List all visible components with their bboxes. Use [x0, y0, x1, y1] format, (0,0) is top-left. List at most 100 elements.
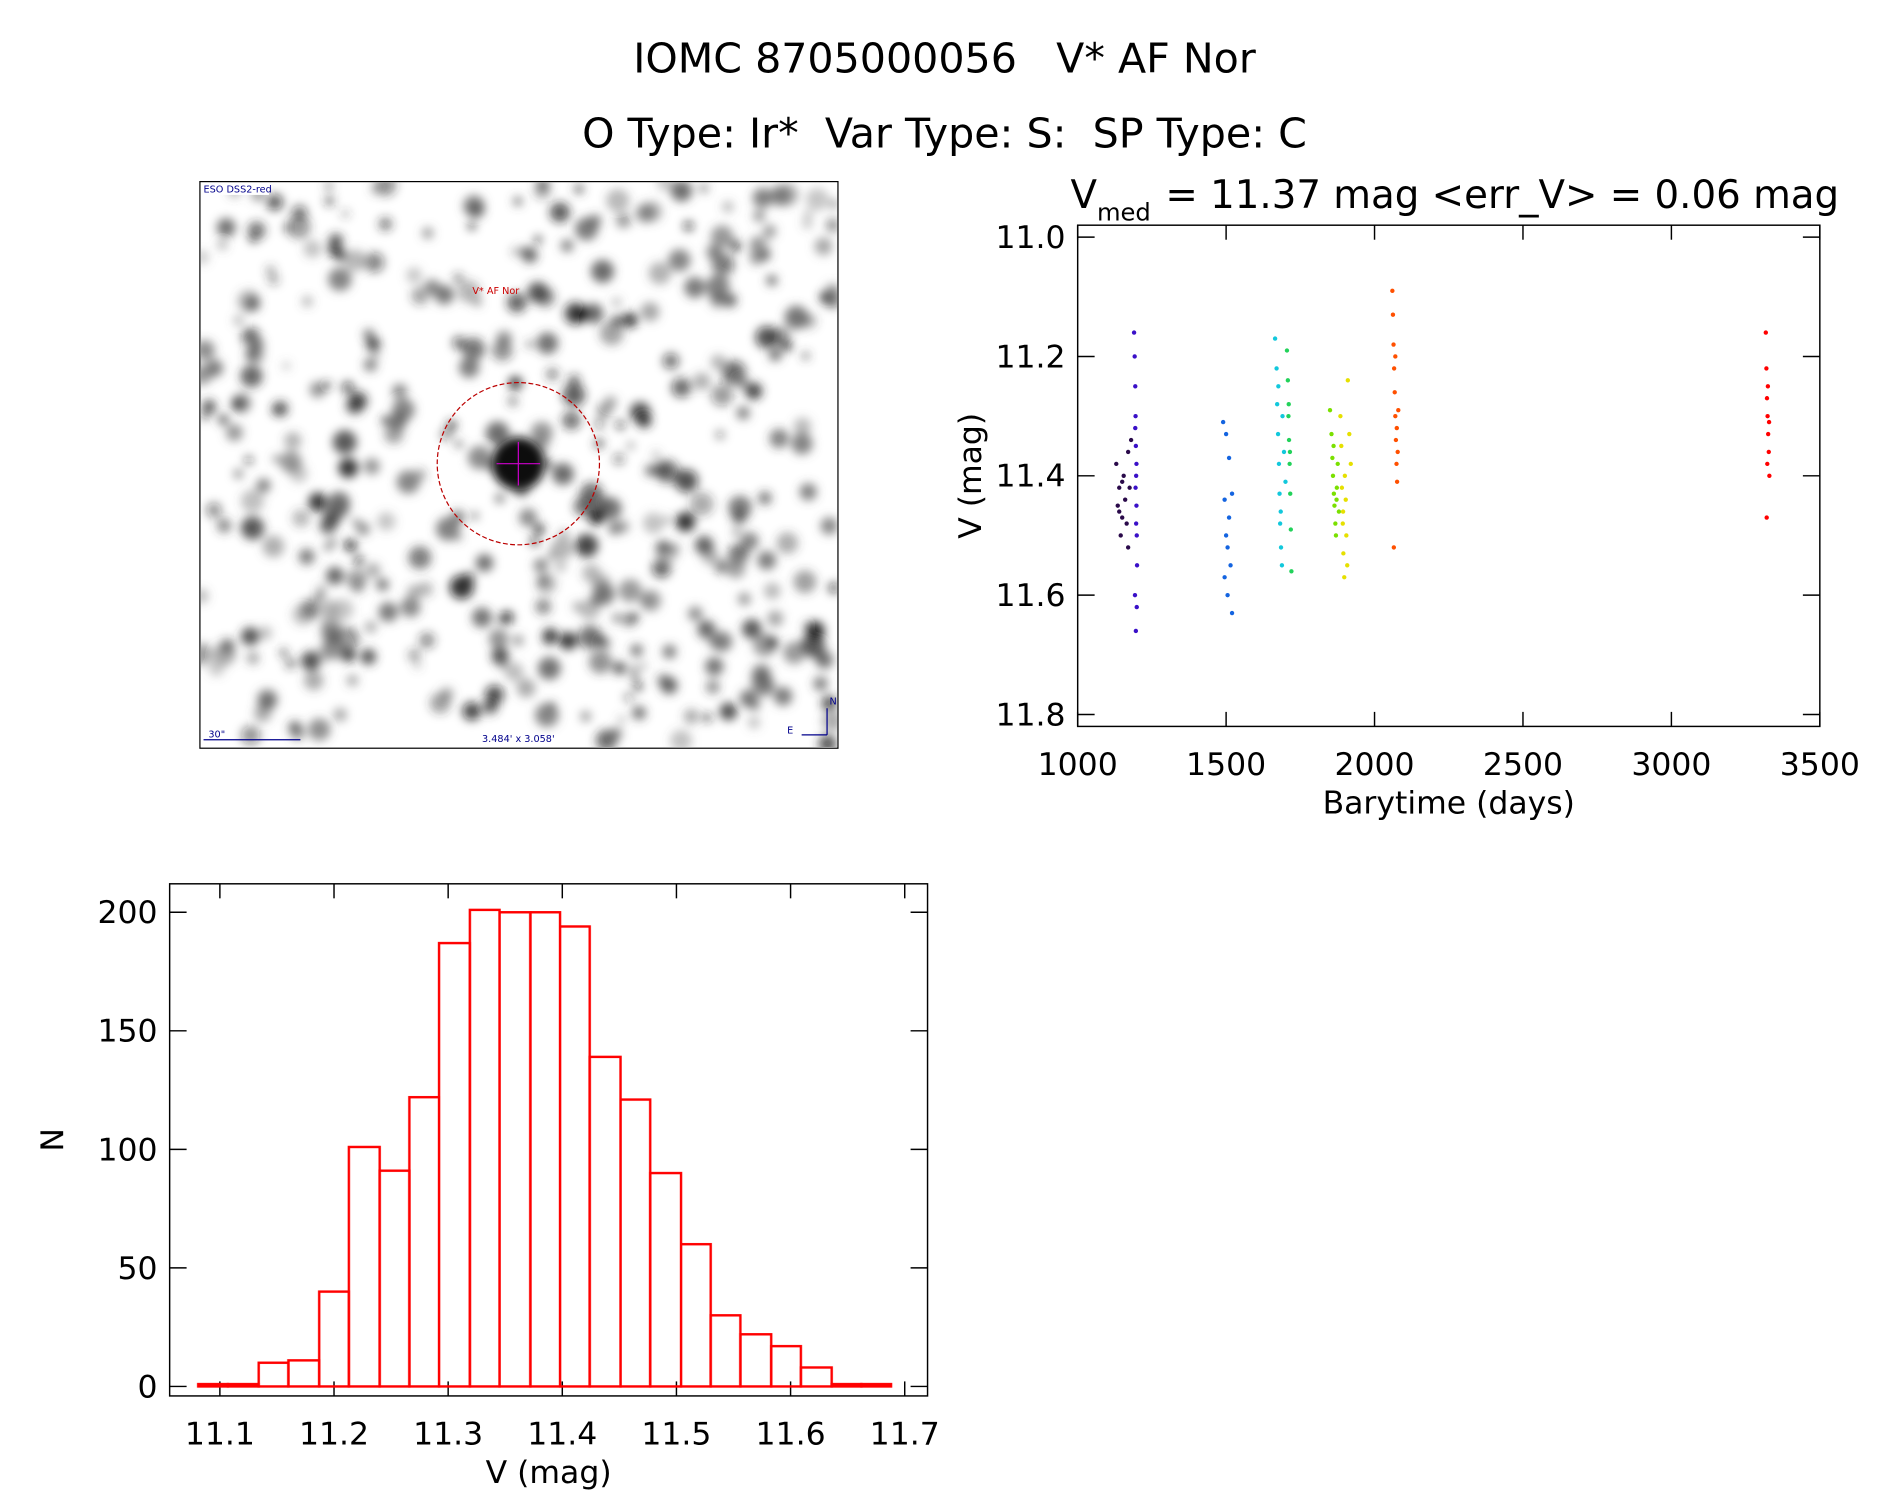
- image-blob: [802, 218, 813, 229]
- image-blob: [348, 391, 368, 411]
- image-blob: [240, 627, 260, 646]
- image-blob: [791, 433, 813, 455]
- data-point: [1272, 336, 1278, 341]
- data-point: [1288, 527, 1294, 532]
- image-blob: [537, 656, 561, 680]
- image-blob: [320, 614, 342, 636]
- data-point: [1287, 461, 1292, 467]
- plot-title: Vmed = 11.37 mag <err_V> = 0.06 mag: [1070, 173, 1839, 226]
- data-point: [1329, 431, 1334, 437]
- image-blob: [201, 340, 215, 361]
- x-tick-label: 3000: [1631, 747, 1711, 783]
- image-blob: [722, 293, 737, 308]
- image-blob: [462, 702, 482, 721]
- image-blob: [740, 532, 759, 551]
- data-point: [1134, 533, 1139, 538]
- image-blob: [580, 711, 591, 722]
- image-blob: [612, 661, 627, 675]
- image-blob: [560, 239, 574, 253]
- x-tick-label: 1500: [1186, 747, 1266, 783]
- image-blob: [525, 340, 534, 349]
- image-blob: [801, 634, 826, 658]
- image-blob: [541, 631, 557, 647]
- image-blob: [216, 218, 236, 237]
- data-point: [1274, 366, 1279, 371]
- x-tick-label: 2000: [1334, 747, 1414, 783]
- image-blob: [429, 692, 451, 714]
- image-blob: [500, 611, 514, 625]
- image-blob: [272, 400, 289, 417]
- image-blob: [457, 280, 481, 304]
- x-tick-label: 11.6: [756, 1416, 826, 1452]
- image-blob: [233, 469, 243, 479]
- image-blob: [419, 632, 436, 649]
- image-blob: [736, 406, 750, 420]
- x-tick-label: 2500: [1483, 747, 1563, 783]
- image-blob: [333, 248, 347, 262]
- image-blob: [590, 259, 614, 283]
- image-blob: [535, 598, 552, 615]
- image-blob: [617, 715, 626, 724]
- data-point: [1332, 503, 1337, 508]
- image-blob: [217, 518, 232, 533]
- x-axis-label: Barytime (days): [1323, 786, 1575, 822]
- image-blob: [711, 384, 734, 407]
- image-blob: [630, 644, 643, 657]
- image-blob: [491, 340, 513, 362]
- image-blob: [766, 636, 779, 649]
- image-blob: [578, 598, 600, 620]
- data-point: [1766, 419, 1772, 425]
- image-blob: [288, 720, 302, 735]
- image-blob: [301, 296, 313, 307]
- image-blob: [320, 599, 339, 618]
- image-blob: [353, 555, 364, 566]
- image-blob: [763, 224, 777, 238]
- data-point: [1391, 545, 1397, 550]
- image-blob: [201, 399, 217, 414]
- image-blob: [291, 205, 308, 221]
- data-point: [1278, 545, 1284, 550]
- data-point: [1394, 461, 1399, 467]
- x-tick-label: 3500: [1780, 747, 1860, 783]
- image-blob: [705, 680, 720, 694]
- image-blob: [364, 252, 385, 273]
- image-blob: [327, 491, 351, 514]
- image-blob: [201, 589, 209, 604]
- image-blob: [596, 403, 612, 419]
- image-blob: [536, 332, 559, 355]
- image-blob: [704, 657, 724, 676]
- image-blob: [805, 188, 829, 211]
- data-point: [1279, 563, 1285, 568]
- data-point: [1283, 479, 1288, 484]
- image-blob: [518, 508, 538, 527]
- image-blob: [594, 418, 605, 430]
- image-blob: [366, 336, 381, 352]
- data-point: [1393, 437, 1399, 443]
- data-point: [1390, 288, 1395, 294]
- image-blob: [240, 365, 263, 388]
- data-point: [1277, 491, 1282, 496]
- y-axis-label: N: [35, 1128, 71, 1152]
- data-point: [1394, 479, 1400, 484]
- survey-label: ESO DSS2-red: [204, 185, 272, 196]
- data-point: [1765, 384, 1771, 389]
- image-blob: [506, 292, 527, 313]
- image-blob: [640, 302, 660, 322]
- image-blob: [562, 383, 586, 407]
- hist-bar: [799, 1366, 833, 1388]
- data-point: [1343, 497, 1348, 502]
- image-blob: [574, 217, 598, 241]
- image-blob: [452, 336, 466, 350]
- x-tick-label: 11.2: [299, 1416, 369, 1452]
- image-blob: [573, 497, 592, 516]
- image-blob: [266, 193, 284, 211]
- y-tick-label: 200: [97, 895, 157, 931]
- image-blob: [704, 275, 729, 300]
- data-point: [1331, 491, 1337, 496]
- image-blob: [554, 560, 567, 572]
- image-blob: [370, 349, 381, 359]
- data-point: [1124, 521, 1129, 526]
- data-point: [1133, 443, 1139, 449]
- image-blob: [814, 237, 833, 256]
